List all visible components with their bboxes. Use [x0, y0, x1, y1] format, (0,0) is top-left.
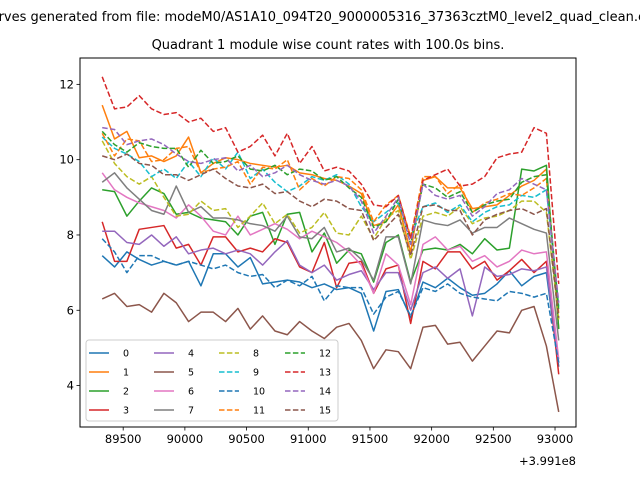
series-line-2 [102, 164, 560, 330]
series-line-5 [101, 292, 560, 413]
x-tick-label: 90000 [167, 432, 204, 446]
x-tick-label: 91000 [290, 432, 327, 446]
x-tick-label: 92500 [475, 432, 512, 446]
x-tick-label: 92000 [413, 432, 450, 446]
legend-label-8: 8 [253, 349, 259, 360]
series-line-10 [101, 238, 560, 364]
series-line-12 [101, 130, 560, 311]
legend-label-14: 14 [319, 387, 331, 398]
series-line-3 [101, 221, 560, 375]
x-tick-label: 91500 [352, 432, 389, 446]
figure-suptitle: Curves generated from file: modeM0/AS1A1… [0, 10, 640, 25]
legend-label-5: 5 [188, 368, 194, 379]
y-tick-label: 8 [67, 228, 74, 242]
legend-label-9: 9 [253, 368, 259, 379]
y-tick-label: 10 [59, 153, 74, 167]
legend-label-7: 7 [188, 406, 194, 417]
plot-area [79, 57, 577, 428]
legend-label-13: 13 [319, 368, 331, 379]
x-axis: 89500 90000 90500 91000 91500 92000 92500 93000 [105, 427, 573, 446]
x-tick-label: 89500 [105, 432, 142, 446]
x-tick-label: 90500 [228, 432, 265, 446]
series-line-11 [101, 132, 560, 315]
series-line-1 [101, 104, 560, 330]
legend-label-11: 11 [253, 406, 265, 417]
y-tick-label: 4 [67, 379, 74, 393]
y-tick-label: 12 [59, 77, 74, 91]
legend-label-6: 6 [188, 387, 194, 398]
legend-label-3: 3 [123, 406, 129, 417]
x-axis-offset-label: +3.991e8 [519, 454, 576, 468]
series-line-7 [101, 172, 560, 341]
chart-title: Quadrant 1 module wise count rates with … [152, 38, 505, 53]
legend-label-2: 2 [123, 387, 129, 398]
legend-label-1: 1 [123, 368, 129, 379]
legend-box [85, 339, 339, 422]
legend-label-10: 10 [253, 387, 265, 398]
series-layer [101, 76, 560, 413]
legend-label-12: 12 [319, 349, 331, 360]
legend-label-0: 0 [123, 349, 129, 360]
y-axis: 4 6 8 10 12 [59, 77, 80, 393]
series-line-15 [101, 153, 560, 318]
series-line-4 [102, 230, 560, 364]
series-line-9 [101, 136, 560, 307]
legend-label-4: 4 [188, 349, 194, 360]
series-line-14 [102, 126, 560, 303]
y-tick-label: 6 [67, 303, 74, 317]
series-line-8 [101, 140, 560, 320]
legend-label-15: 15 [319, 406, 331, 417]
x-tick-label: 93000 [537, 432, 574, 446]
